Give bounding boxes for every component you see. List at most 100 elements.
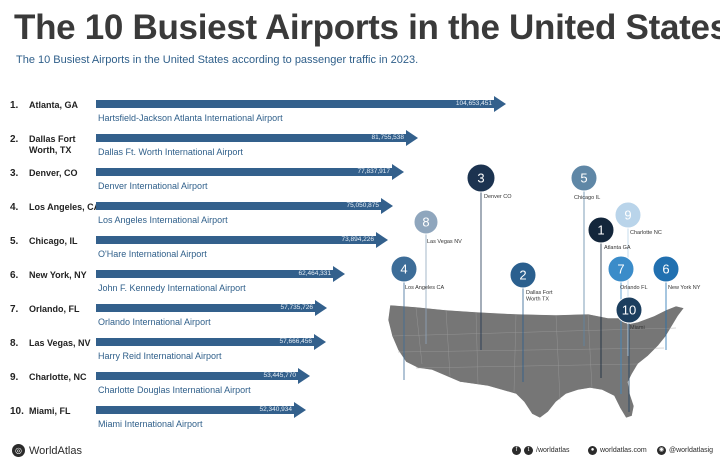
instagram-icon: ◉ (657, 446, 666, 455)
pin-number: 3 (477, 171, 484, 186)
city-label: Las Vegas, NV (29, 338, 91, 348)
us-map: 3 Denver CO 5 Chicago IL 8 Las Vegas NV 9 Charl… (387, 163, 701, 419)
bar-row: 4. Los Angeles, CA 75,050,875 Los Angeles I… (0, 198, 520, 236)
us-map-shape (387, 304, 685, 419)
airport-name: Miami International Airport (98, 419, 203, 429)
city-label: Miami, FL (29, 406, 71, 416)
rank-label: 4. (10, 202, 19, 213)
city-label: Denver, CO (29, 168, 78, 178)
pin-number: 9 (624, 208, 631, 223)
city-label: Charlotte, NC (29, 372, 87, 382)
city-label: Dallas Fort Worth, TX (29, 134, 76, 155)
bar: 104,653,451 (96, 96, 506, 112)
arrow-head-icon (406, 130, 418, 146)
pin-number: 2 (519, 268, 526, 283)
map-pin: 9 Charlotte NC (614, 201, 662, 356)
value-label: 75,050,875 (346, 202, 379, 209)
map-pin: 8 Las Vegas NV (413, 209, 462, 344)
pin-marker (509, 261, 537, 289)
map-state-lines (391, 307, 677, 401)
rank-label: 8. (10, 338, 19, 349)
arrow-head-icon (494, 96, 506, 112)
pin-marker (607, 255, 635, 283)
twitter-icon: t (524, 446, 533, 455)
rank-label: 3. (10, 168, 19, 179)
bar: 75,050,875 (96, 198, 393, 214)
rank-label: 5. (10, 236, 19, 247)
city-label: Los Angeles, CA (29, 202, 101, 212)
pin-marker (587, 216, 615, 244)
pin-label: Denver CO (484, 194, 512, 200)
chart-title: The 10 Busiest Airports in the United St… (14, 8, 720, 47)
bar: 77,837,917 (96, 164, 404, 180)
chart-subtitle: The 10 Busiest Airports in the United St… (16, 54, 419, 66)
airport-name: Orlando International Airport (98, 317, 211, 327)
value-label: 52,340,934 (259, 406, 292, 413)
instagram-handle: @worldatlasig (669, 447, 714, 454)
map-pin: 7 Orlando FL (607, 255, 648, 394)
bar: 81,755,538 (96, 130, 418, 146)
map-pin: 3 Denver CO (466, 163, 512, 350)
pin-label: Miami (630, 325, 645, 331)
footer: ◎ WorldAtlas f t /worldatlas ● worldatla… (0, 440, 720, 465)
bar: 62,464,331 (96, 266, 345, 282)
pin-number: 1 (597, 223, 604, 238)
arrow-head-icon (333, 266, 345, 282)
arrow-head-icon (381, 198, 393, 214)
pin-marker (570, 164, 598, 192)
bar: 57,666,456 (96, 334, 326, 350)
globe-icon: ◎ (12, 444, 25, 457)
map-pin: 4 Los Angeles CA (390, 255, 444, 380)
city-label: New York, NY (29, 270, 87, 280)
facebook-twitter-link[interactable]: f t /worldatlas (512, 446, 569, 455)
value-label: 104,653,451 (455, 100, 492, 107)
pin-label: Dallas Fort Worth TX (526, 290, 553, 303)
pin-number: 8 (422, 215, 429, 230)
instagram-link[interactable]: ◉ @worldatlasig (657, 446, 713, 455)
city-label: Chicago, IL (29, 236, 78, 246)
map-pin: 6 New York NY (652, 255, 701, 350)
arrow-head-icon (294, 402, 306, 418)
brand-name: WorldAtlas (29, 444, 82, 457)
website-link[interactable]: ● worldatlas.com (588, 446, 647, 455)
pin-label: Los Angeles CA (405, 285, 444, 291)
pin-number: 10 (622, 303, 636, 318)
airport-name: Los Angeles International Airport (98, 215, 228, 225)
value-label: 73,894,226 (341, 236, 374, 243)
pin-label: Chicago IL (574, 195, 600, 201)
airport-name: Harry Reid International Airport (98, 351, 222, 361)
pin-number: 7 (617, 262, 624, 277)
rank-label: 1. (10, 100, 19, 111)
bar: 73,894,226 (96, 232, 388, 248)
facebook-icon: f (512, 446, 521, 455)
pin-number: 6 (662, 262, 669, 277)
arrow-head-icon (315, 300, 327, 316)
airport-name: John F. Kennedy International Airport (98, 283, 246, 293)
arrow-head-icon (392, 164, 404, 180)
rank-label: 10. (10, 406, 24, 417)
arrow-head-icon (376, 232, 388, 248)
pin-marker (652, 255, 680, 283)
map-pin: 10 Miami (615, 296, 645, 412)
pin-label: New York NY (668, 285, 701, 291)
airport-name: Denver International Airport (98, 181, 208, 191)
airport-name: O'Hare International Airport (98, 249, 207, 259)
pin-marker (390, 255, 418, 283)
rank-label: 9. (10, 372, 19, 383)
pin-marker (615, 296, 643, 324)
bar-row: 5. Chicago, IL 73,894,226 O'Hare Internatio… (0, 232, 520, 270)
bar-row: 6. New York, NY 62,464,331 John F. Kennedy … (0, 266, 520, 304)
value-label: 81,755,538 (371, 134, 404, 141)
map-pin: 5 Chicago IL (570, 164, 600, 346)
bar-row: 9. Charlotte, NC 53,445,770 Charlotte Dougl… (0, 368, 520, 406)
pin-number: 4 (400, 262, 407, 277)
value-label: 53,445,770 (263, 372, 296, 379)
pin-marker (614, 201, 642, 229)
rank-label: 6. (10, 270, 19, 281)
bar-row: 1. Atlanta, GA 104,653,451 Hartsfield-Jacks… (0, 96, 520, 134)
map-pins: 3 Denver CO 5 Chicago IL 8 Las Vegas NV 9 Charl… (390, 163, 701, 412)
airport-name: Hartsfield-Jackson Atlanta International… (98, 113, 283, 123)
bar-row: 7. Orlando, FL 57,735,726 Orlando Internati… (0, 300, 520, 338)
pin-label: Las Vegas NV (427, 239, 462, 245)
